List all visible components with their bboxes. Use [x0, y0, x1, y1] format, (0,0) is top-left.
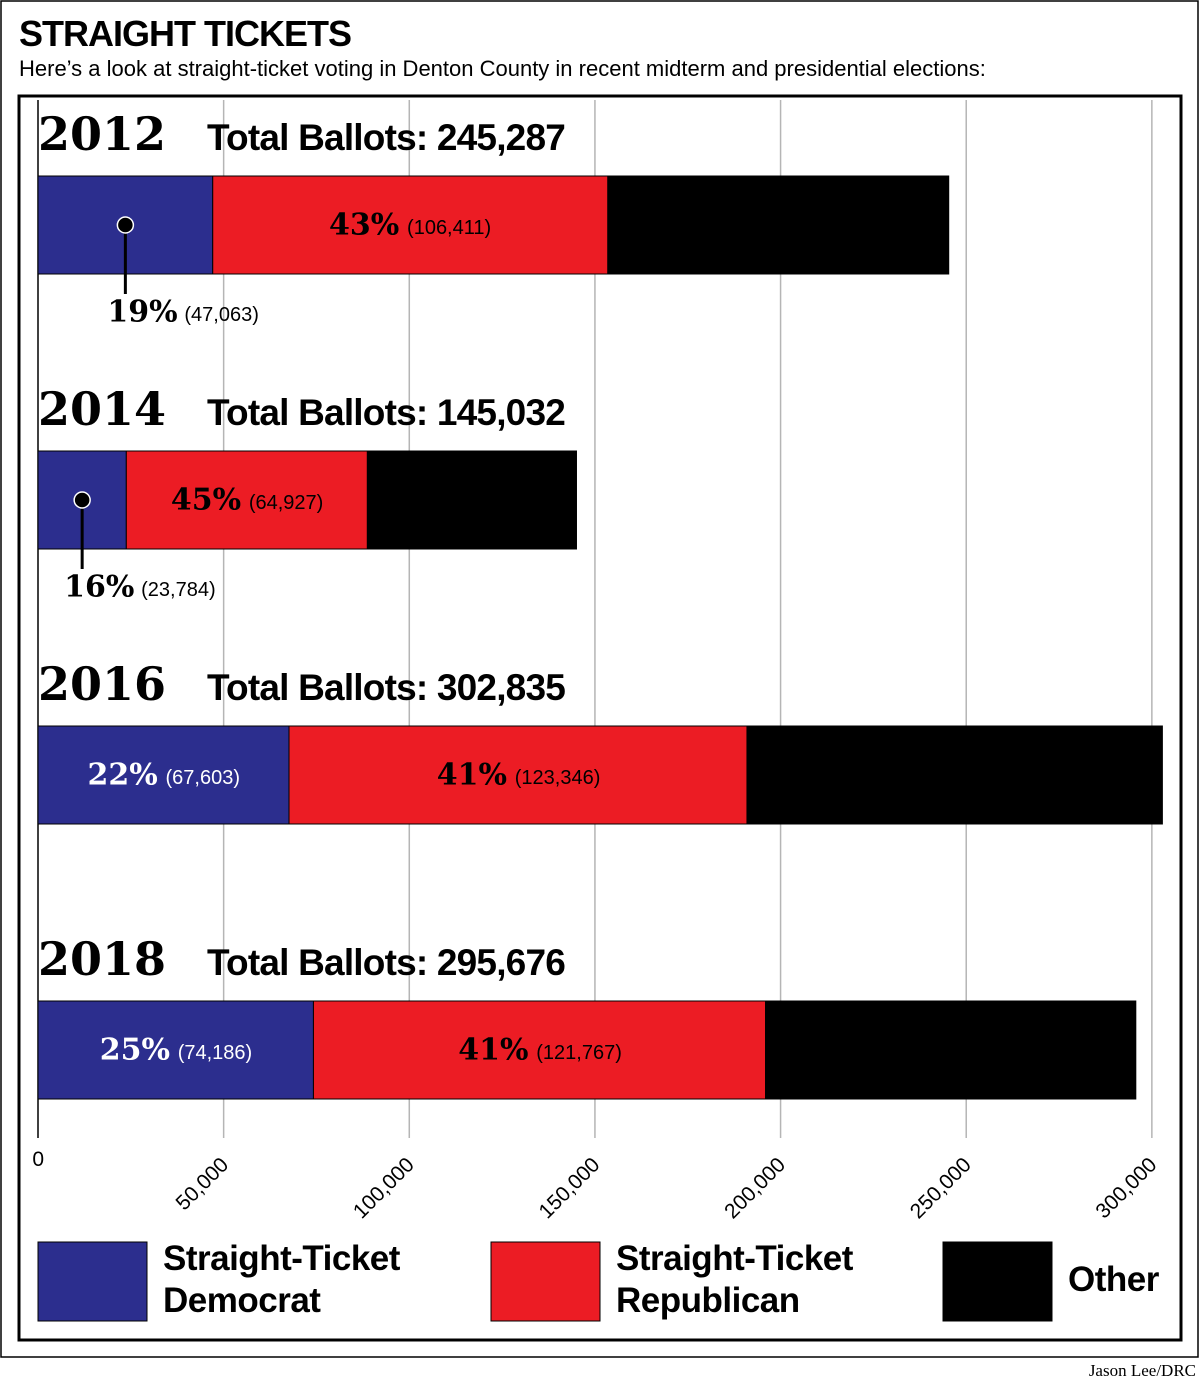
bar-segment [312, 1000, 767, 1100]
chart-subtitle: Here’s a look at straight-ticket voting … [19, 56, 986, 81]
bar-segment [288, 725, 748, 825]
x-tick-label: 250,000 [906, 1153, 976, 1223]
bar-segment [607, 175, 950, 275]
bar-segment [37, 1000, 314, 1100]
legend-label: Straight-Ticket Republican [616, 1239, 853, 1320]
x-tick-label: 50,000 [171, 1153, 233, 1215]
value-label: (67,603) [166, 767, 241, 789]
percent-label: 25% [100, 1033, 170, 1068]
x-tick-label: 150,000 [535, 1153, 605, 1223]
percent-label: 41% [437, 758, 507, 793]
bar-segment [125, 450, 368, 550]
percent-label: 22% [88, 758, 158, 793]
chart-title: STRAIGHT TICKETS [19, 13, 351, 54]
percent-label: 45% [171, 483, 241, 518]
callout-dot [116, 216, 135, 234]
total-label: Total Ballots: 302,835 [207, 667, 565, 708]
total-label: Total Ballots: 145,032 [207, 392, 565, 433]
category-label: 2014 [38, 382, 166, 436]
bar-segment [746, 725, 1163, 825]
value-label: (106,411) [407, 217, 491, 239]
bar-segment [765, 1000, 1137, 1100]
legend-swatch [37, 1241, 148, 1322]
value-label: (23,784) [141, 579, 216, 601]
legend-label: Other [1068, 1260, 1159, 1299]
total-label: Total Ballots: 245,287 [207, 117, 565, 158]
percent-label: 41% [458, 1033, 528, 1068]
percent-label: 16% [64, 570, 134, 605]
value-label: (74,186) [178, 1042, 253, 1064]
x-tick-label: 200,000 [720, 1153, 790, 1223]
chart-frame [17, 94, 1183, 1342]
percent-label: 43% [329, 208, 399, 243]
bar-segment [366, 450, 577, 550]
value-label: (121,767) [536, 1042, 622, 1064]
category-label: 2012 [38, 107, 166, 161]
value-label: (64,927) [249, 492, 324, 514]
percent-label: 19% [107, 295, 177, 330]
x-tick-label: 300,000 [1091, 1153, 1161, 1223]
bar-segment [37, 725, 290, 825]
callout-dot [73, 491, 91, 509]
x-tick-label: 0 [32, 1148, 44, 1171]
legend-swatch [490, 1241, 601, 1322]
legend-label: Straight-Ticket Democrat [163, 1239, 400, 1320]
x-tick-label: 100,000 [349, 1153, 419, 1223]
bar-segment [212, 175, 609, 275]
value-label: (123,346) [515, 767, 601, 789]
category-label: 2016 [38, 657, 166, 711]
category-label: 2018 [38, 932, 166, 986]
total-label: Total Ballots: 295,676 [207, 942, 565, 983]
credit: Jason Lee/DRC [1089, 1361, 1196, 1380]
legend-swatch [942, 1241, 1053, 1322]
value-label: (47,063) [184, 304, 259, 326]
